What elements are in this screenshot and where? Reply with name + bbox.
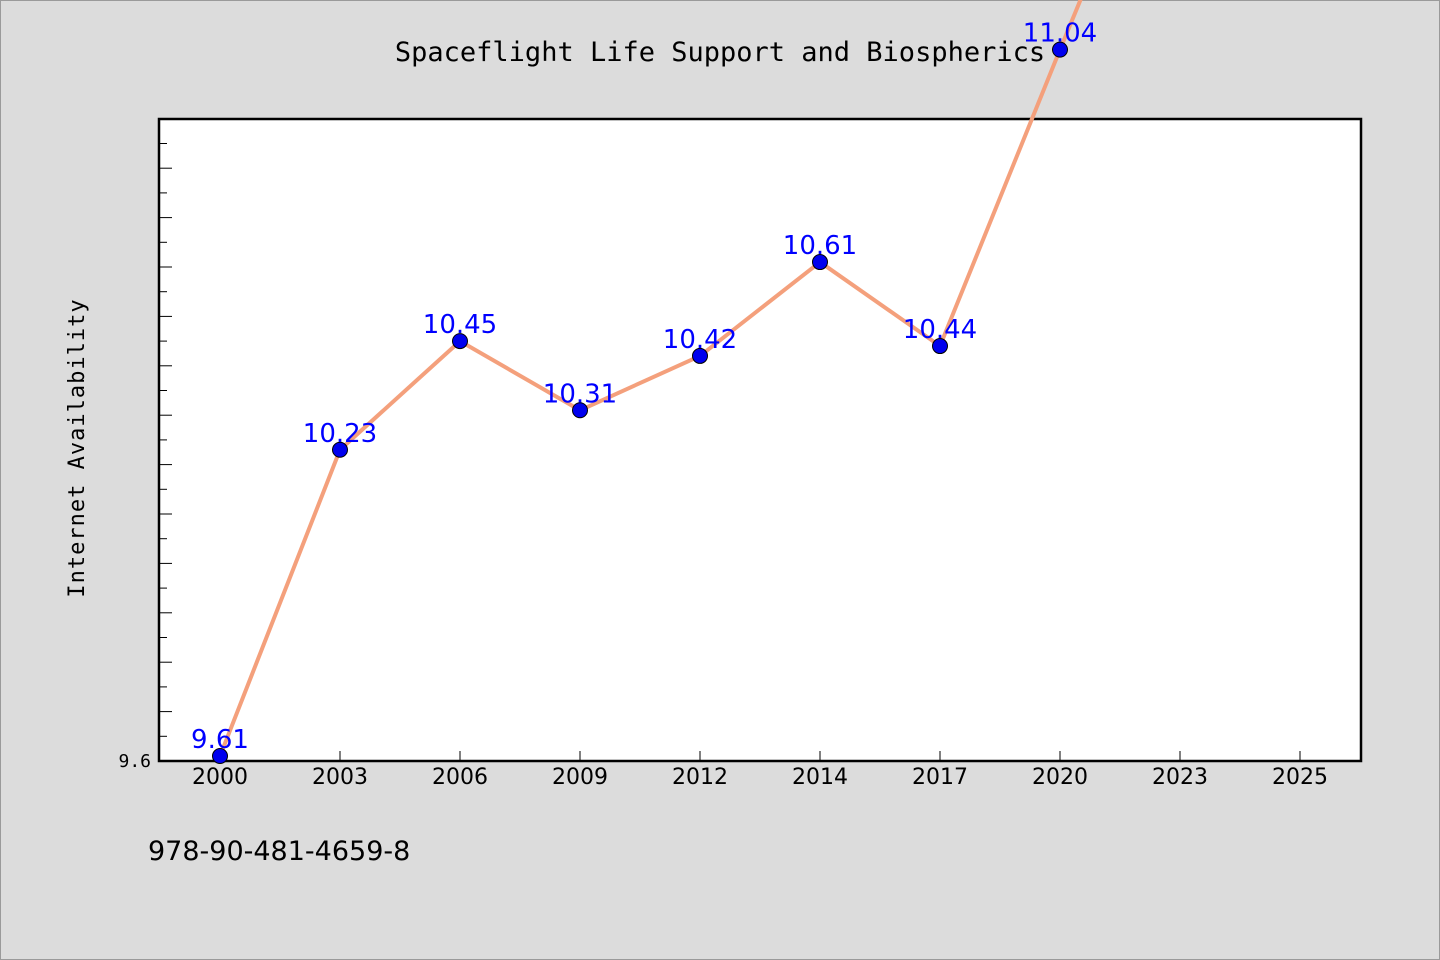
x-tick-label: 2014 [792,765,848,790]
data-label: 9.61 [191,725,249,755]
data-label: 11.04 [1023,19,1097,49]
x-tick-label: 2003 [312,765,368,790]
isbn-text: 978-90-481-4659-8 [148,836,411,867]
data-label: 10.44 [903,315,977,345]
data-label: 10.42 [663,325,737,355]
data-point-marker [932,338,948,355]
chart-title: Spaceflight Life Support and Biospherics [395,37,1045,68]
data-point-marker [812,254,828,271]
data-labels: 9.6110.2310.4510.3110.4210.6110.4411.041… [191,19,1097,755]
y-tick-label: 9.6 [118,751,151,772]
data-point-marker [1052,41,1068,58]
data-point-marker [572,402,588,419]
x-tick-label: 2023 [1152,765,1208,790]
data-label: 10.45 [423,310,497,340]
data-label: 10.61 [783,231,857,261]
data-point-marker [452,333,468,350]
data-point-marker [332,441,348,458]
x-tick-label: 2009 [552,765,608,790]
series-line [218,0,1083,757]
series-markers [212,41,1068,765]
y-axis-ticks: 9.6 [118,143,172,772]
data-point-marker [692,347,708,364]
data-label: 10.23 [303,419,377,449]
x-tick-label: 2006 [432,765,488,790]
x-tick-label: 2025 [1272,765,1328,790]
x-tick-label: 2020 [1032,765,1088,790]
x-axis-ticks: 2000 2003 2006 2009 2012 2014 2017 2020 2023 2025 [192,751,1328,790]
data-point-marker [212,748,228,765]
x-tick-label: 2012 [672,765,728,790]
plot-area [157,117,1363,763]
x-tick-label: 2017 [912,765,968,790]
y-axis-label: Internet Availability [65,298,90,597]
x-tick-label: 2000 [192,765,248,790]
data-label: 10.31 [543,379,617,409]
